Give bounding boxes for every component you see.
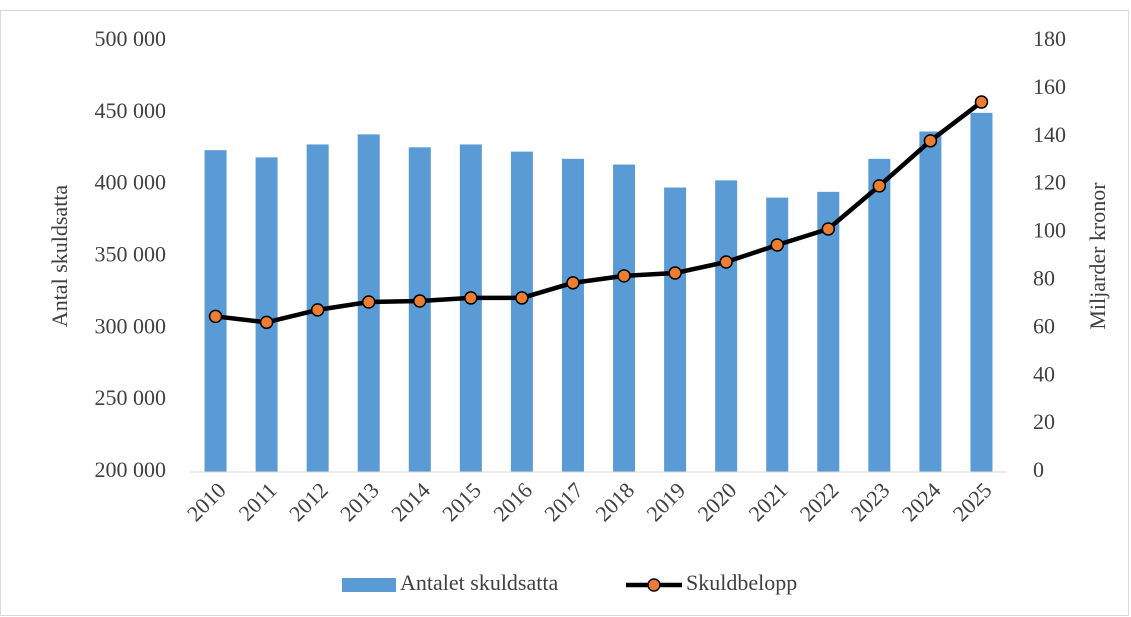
line-marker: [872, 179, 887, 193]
y-tick-label: 250 000: [95, 385, 167, 410]
x-tick-label: 2015: [437, 477, 486, 526]
y-tick-label: 500 000: [95, 26, 167, 51]
line-marker: [515, 291, 529, 305]
frame: [0, 10, 1129, 616]
x-tick-label: 2022: [795, 477, 844, 526]
y-tick-label: 300 000: [95, 313, 167, 338]
x-tick-label: 2023: [846, 477, 895, 526]
bar: [613, 164, 636, 472]
y2-tick-label: 80: [1033, 265, 1055, 290]
bar: [766, 197, 789, 472]
y2-axis-label: Miljarder kronor: [1085, 182, 1110, 330]
y-axis-label: Antal skuldsatta: [47, 185, 72, 328]
legend-label: Skuldbelopp: [686, 570, 797, 595]
x-tick-label: 2011: [233, 477, 281, 525]
bar: [817, 191, 840, 472]
legend-swatch: [342, 578, 396, 592]
x-tick-label: 2014: [386, 477, 435, 526]
x-tick-label: 2020: [692, 477, 741, 526]
line-marker: [821, 222, 836, 236]
line-marker: [208, 309, 223, 324]
y2-tick-label: 40: [1033, 361, 1055, 386]
legend-label: Antalet skuldsatta: [400, 570, 558, 595]
line-marker: [259, 315, 274, 330]
y2-tick-label: 140: [1033, 122, 1066, 147]
x-tick-label: 2013: [335, 477, 384, 526]
bar: [715, 180, 738, 472]
bar: [510, 151, 533, 472]
y2-tick-label: 0: [1033, 457, 1044, 482]
x-tick-label: 2016: [488, 477, 537, 526]
line-marker: [617, 269, 631, 283]
bar: [919, 131, 942, 472]
bar: [664, 187, 687, 473]
line-marker: [413, 294, 427, 308]
bar: [868, 158, 891, 472]
line-marker: [974, 95, 989, 109]
x-tick-label: 2019: [641, 477, 690, 526]
line: [215, 100, 983, 325]
x-tick-label: 2012: [284, 477, 333, 526]
bar: [970, 112, 993, 472]
legend-swatch: [647, 578, 661, 592]
line-marker: [310, 303, 325, 317]
y2-tick-label: 100: [1033, 218, 1066, 243]
y2-tick-label: 120: [1033, 170, 1066, 195]
y-tick-label: 200 000: [95, 457, 167, 482]
x-tick-label: 2017: [539, 477, 588, 526]
bar: [408, 147, 431, 472]
bar: [459, 144, 482, 472]
x-tick-label: 2018: [590, 477, 639, 526]
x-tick-label: 2010: [182, 477, 231, 526]
line-marker: [770, 238, 784, 252]
line-marker: [719, 255, 733, 269]
x-tick-label: 2021: [744, 477, 793, 526]
bar: [561, 158, 584, 472]
line-marker: [923, 134, 938, 148]
x-tick-label: 2025: [948, 477, 997, 526]
line-marker: [668, 266, 682, 280]
bar: [255, 157, 278, 472]
line-marker: [464, 291, 478, 305]
line-marker: [566, 276, 580, 290]
y2-tick-label: 160: [1033, 74, 1066, 99]
y-tick-label: 450 000: [95, 98, 167, 123]
y-tick-label: 350 000: [95, 242, 167, 267]
y-tick-label: 400 000: [95, 170, 167, 195]
y2-tick-label: 60: [1033, 313, 1055, 338]
y2-tick-label: 20: [1033, 409, 1055, 434]
y2-tick-label: 180: [1033, 26, 1066, 51]
line-marker: [361, 295, 376, 309]
x-tick-label: 2024: [897, 477, 946, 526]
